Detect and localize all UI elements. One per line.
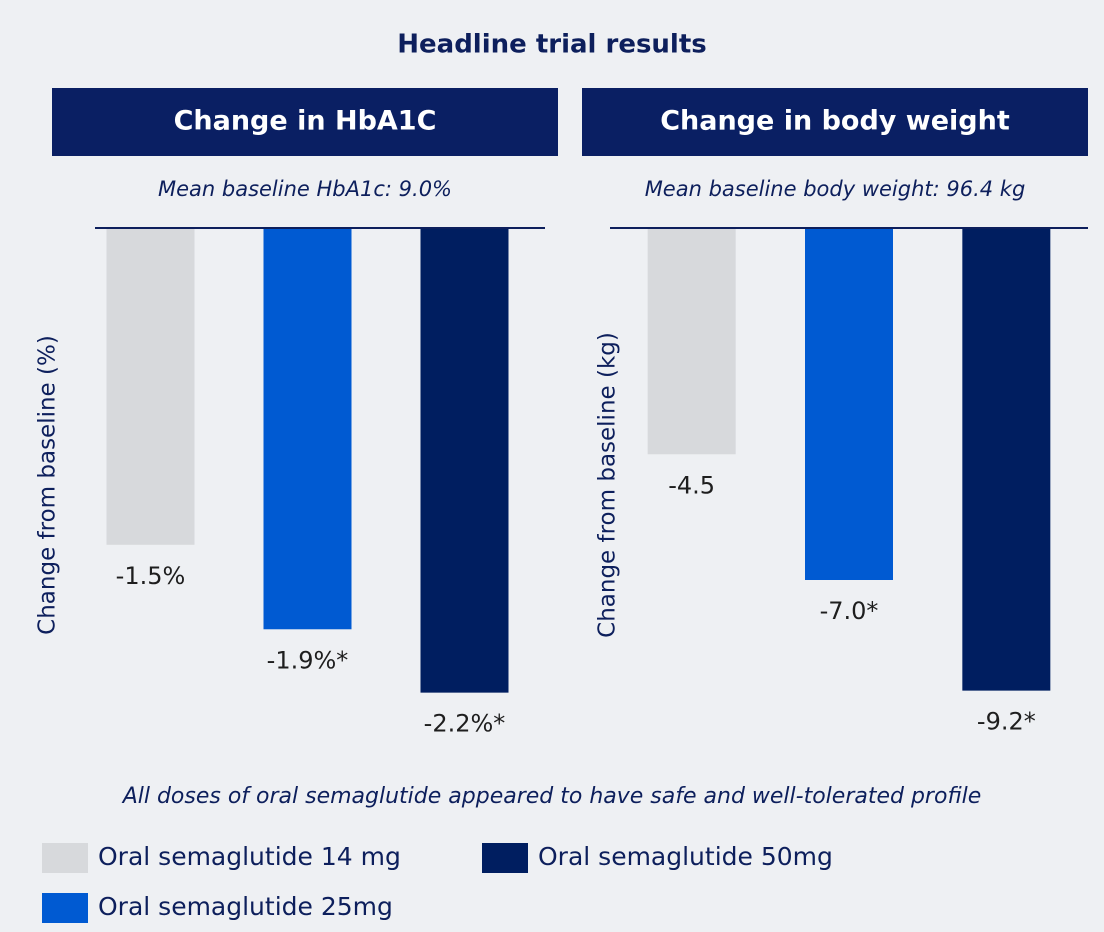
bar — [962, 228, 1051, 691]
legend-label: Oral semaglutide 14 mg — [98, 842, 401, 871]
panel-header — [582, 88, 1088, 156]
value-label: -4.5 — [668, 471, 715, 499]
panel-subtitle: Mean baseline body weight: 96.4 kg — [645, 177, 1026, 201]
footnote: All doses of oral semaglutide appeared t… — [121, 784, 982, 809]
bar — [420, 228, 509, 693]
legend-label: Oral semaglutide 25mg — [98, 892, 393, 921]
value-label: -1.5% — [116, 562, 186, 590]
legend-label: Oral semaglutide 50mg — [538, 842, 833, 871]
value-label: -2.2%* — [424, 710, 506, 738]
panel-subtitle: Mean baseline HbA1c: 9.0% — [158, 177, 452, 201]
page-title: Headline trial results — [397, 30, 707, 60]
bar — [106, 228, 195, 545]
bar — [263, 228, 352, 630]
y-axis-label: Change from baseline (kg) — [595, 332, 621, 638]
panel-title: Change in HbA1C — [174, 106, 437, 137]
legend-swatch — [42, 843, 88, 873]
value-label: -7.0* — [820, 597, 879, 625]
legend-swatch — [482, 843, 528, 873]
value-label: -9.2* — [977, 708, 1036, 736]
panel-header — [52, 88, 558, 156]
bar — [805, 228, 893, 580]
bar — [647, 228, 736, 455]
y-axis-label: Change from baseline (%) — [35, 335, 61, 635]
value-label: -1.9%* — [267, 646, 349, 674]
legend-swatch — [42, 893, 88, 923]
panel-title: Change in body weight — [660, 106, 1010, 137]
